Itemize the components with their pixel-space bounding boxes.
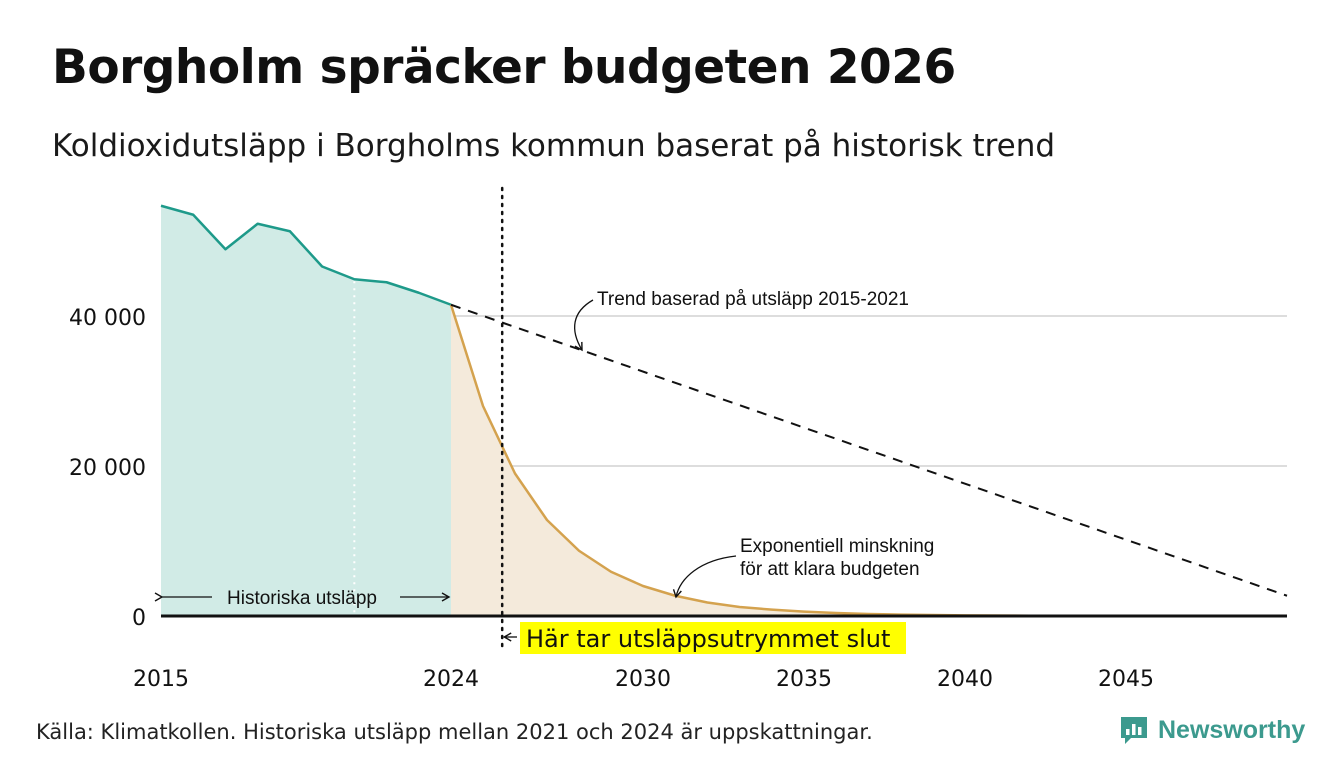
chart-title: Borgholm spräcker budgeten 2026: [52, 40, 956, 95]
brand-name: Newsworthy: [1158, 715, 1306, 744]
x-tick-label: 2045: [1098, 667, 1154, 692]
historical-area: [161, 205, 451, 616]
newsworthy-logo-icon: [1121, 717, 1147, 744]
y-tick-label: 40 000: [69, 306, 146, 331]
exponential-area: [451, 304, 1287, 616]
budget-end-label: Här tar utsläppsutrymmet slut: [526, 625, 890, 653]
historical-line: [160, 204, 452, 306]
y-tick-label: 0: [132, 606, 146, 631]
x-tick-label: 2015: [133, 667, 189, 692]
exponential-annotation-arrow: [672, 555, 737, 599]
x-tick-label: 2024: [423, 667, 479, 692]
x-tick-label: 2035: [776, 667, 832, 692]
x-tick-label: 2040: [937, 667, 993, 692]
exponential-label-line-1: Exponentiell minskning: [740, 536, 934, 557]
source-note: Källa: Klimatkollen. Historiska utsläpp …: [36, 720, 873, 744]
budget-end-highlight: [520, 622, 906, 654]
brand-logo: Newsworthy: [1118, 714, 1305, 746]
historical-range-label: Historiska utsläpp: [227, 588, 377, 609]
trend-line: [450, 303, 1288, 597]
y-tick-label: 20 000: [69, 456, 146, 481]
chart-subtitle: Koldioxidutsläpp i Borgholms kommun base…: [52, 128, 1056, 164]
trend-label: Trend baserad på utsläpp 2015-2021: [597, 289, 909, 310]
exponential-label-line-2: för att klara budgeten: [740, 559, 920, 580]
x-tick-label: 2030: [615, 667, 671, 692]
trend-annotation-arrow: [574, 299, 594, 352]
